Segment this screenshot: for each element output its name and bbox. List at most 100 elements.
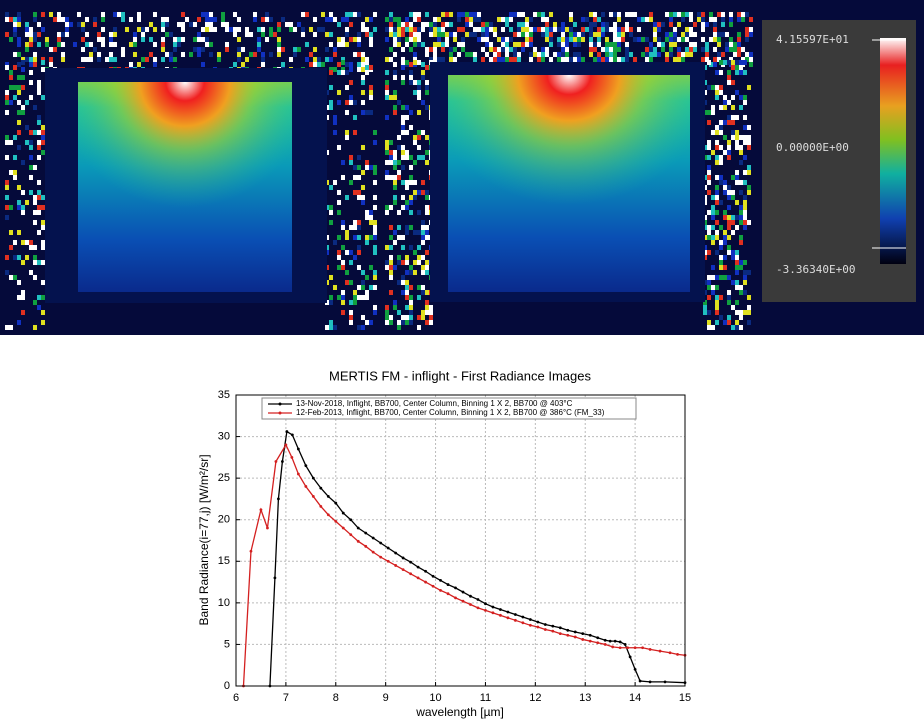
noise-pixel (317, 27, 321, 32)
noise-pixel (361, 325, 365, 330)
noise-pixel (277, 42, 281, 47)
noise-pixel (57, 32, 61, 37)
noise-pixel (13, 22, 17, 27)
noise-pixel (735, 170, 739, 175)
noise-pixel (161, 47, 165, 52)
noise-pixel (345, 250, 349, 255)
noise-pixel (739, 235, 743, 240)
noise-pixel (723, 255, 727, 260)
noise-pixel (401, 165, 405, 170)
noise-pixel (505, 22, 509, 27)
noise-pixel (317, 62, 321, 67)
noise-pixel (397, 42, 401, 47)
noise-pixel (715, 95, 719, 100)
noise-pixel (677, 52, 681, 57)
noise-pixel (389, 225, 393, 230)
noise-pixel (661, 42, 665, 47)
noise-pixel (257, 47, 261, 52)
noise-pixel (697, 12, 701, 17)
noise-pixel (513, 12, 517, 17)
noise-pixel (341, 17, 345, 22)
noise-pixel (41, 60, 45, 65)
noise-pixel (485, 42, 489, 47)
noise-pixel (345, 130, 349, 135)
x-tick-label: 6 (233, 692, 239, 704)
noise-pixel (29, 140, 33, 145)
noise-pixel (37, 195, 41, 200)
noise-pixel (397, 175, 401, 180)
noise-pixel (101, 12, 105, 17)
noise-pixel (345, 27, 349, 32)
noise-pixel (735, 285, 739, 290)
noise-pixel (37, 140, 41, 145)
noise-pixel (277, 47, 281, 52)
noise-pixel (365, 165, 369, 170)
noise-pixel (57, 37, 61, 42)
noise-pixel (405, 320, 409, 325)
x-tick-label: 14 (629, 692, 641, 704)
noise-pixel (121, 47, 125, 52)
noise-pixel (721, 17, 725, 22)
noise-pixel (29, 42, 33, 47)
noise-pixel (409, 80, 413, 85)
noise-pixel (677, 47, 681, 52)
noise-pixel (37, 205, 41, 210)
noise-pixel (13, 155, 17, 160)
data-point (311, 495, 315, 498)
noise-pixel (321, 62, 325, 67)
noise-pixel (385, 260, 389, 265)
noise-pixel (349, 12, 353, 17)
noise-pixel (345, 110, 349, 115)
noise-pixel (253, 12, 257, 17)
noise-pixel (505, 47, 509, 52)
noise-pixel (417, 32, 421, 37)
noise-pixel (5, 135, 9, 140)
noise-pixel (421, 225, 425, 230)
noise-pixel (233, 12, 237, 17)
noise-pixel (365, 320, 369, 325)
noise-pixel (237, 17, 241, 22)
noise-pixel (141, 57, 145, 62)
noise-pixel (201, 62, 205, 67)
x-tick-label: 9 (383, 692, 389, 704)
noise-pixel (25, 47, 29, 52)
noise-pixel (429, 315, 433, 320)
noise-pixel (373, 27, 377, 32)
noise-pixel (177, 37, 181, 42)
noise-pixel (33, 245, 37, 250)
noise-pixel (425, 250, 429, 255)
noise-pixel (329, 70, 333, 75)
noise-pixel (201, 47, 205, 52)
noise-pixel (673, 32, 677, 37)
noise-pixel (393, 265, 397, 270)
noise-pixel (405, 225, 409, 230)
noise-pixel (749, 17, 753, 22)
noise-pixel (715, 145, 719, 150)
noise-pixel (529, 57, 533, 62)
noise-pixel (425, 305, 429, 310)
noise-pixel (453, 47, 457, 52)
noise-pixel (365, 295, 369, 300)
noise-pixel (357, 325, 361, 330)
noise-pixel (417, 90, 421, 95)
noise-pixel (369, 37, 373, 42)
noise-pixel (221, 12, 225, 17)
data-point (311, 476, 315, 480)
noise-pixel (717, 42, 721, 47)
noise-pixel (521, 32, 525, 37)
noise-pixel (521, 47, 525, 52)
noise-pixel (353, 225, 357, 230)
noise-pixel (469, 17, 473, 22)
data-point (608, 639, 612, 643)
noise-pixel (385, 210, 389, 215)
noise-pixel (389, 150, 393, 155)
noise-pixel (253, 17, 257, 22)
noise-pixel (357, 62, 361, 67)
noise-pixel (497, 37, 501, 42)
noise-pixel (137, 17, 141, 22)
noise-pixel (137, 12, 141, 17)
noise-pixel (373, 220, 377, 225)
noise-pixel (341, 310, 345, 315)
noise-pixel (389, 260, 393, 265)
noise-pixel (425, 47, 429, 52)
